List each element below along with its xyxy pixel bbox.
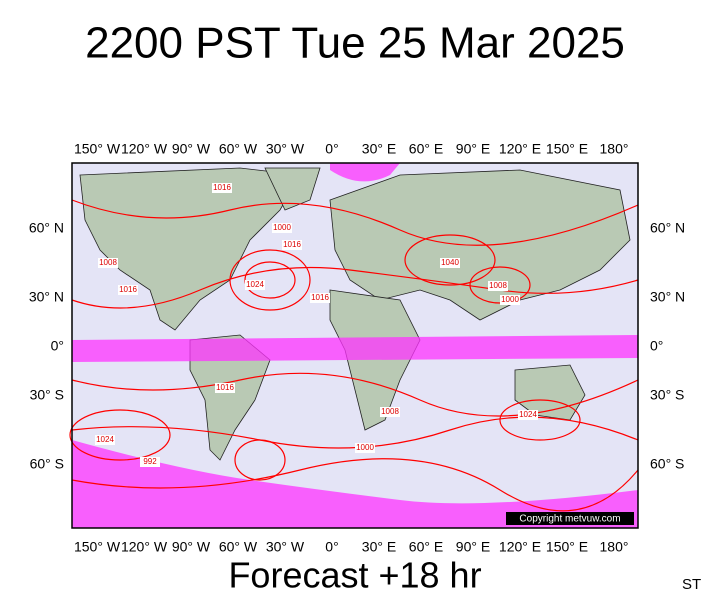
isobar-label-bg (500, 295, 520, 305)
longitude-label: 180° (600, 141, 629, 157)
precipitation (72, 440, 638, 528)
latitude-label: 60° N (650, 220, 685, 236)
isobar-label-bg (245, 280, 265, 290)
longitude-label: 90° E (456, 141, 490, 157)
latitude-label: 30° N (29, 289, 64, 305)
longitude-label: 30° E (362, 141, 396, 157)
isobar-label: 992 (143, 457, 157, 466)
longitude-label: 30° W (266, 539, 305, 555)
isobar-label: 1016 (213, 183, 231, 192)
latitude-label: 0° (650, 338, 663, 354)
isobar-label: 1024 (519, 410, 537, 419)
longitude-label: 60° E (409, 539, 443, 555)
africa (329, 289, 421, 431)
latitude-label: 30° S (650, 387, 684, 403)
isobar-label-bg (215, 383, 235, 393)
longitude-label: 150° E (546, 141, 588, 157)
isobar-label-bg (488, 281, 508, 291)
isobar-label: 1016 (119, 285, 137, 294)
isobar-label: 1000 (273, 223, 291, 232)
longitude-label: 150° E (546, 539, 588, 555)
latitude-label: 60° S (30, 456, 64, 472)
map-frame (71, 162, 639, 529)
longitude-label: 0° (325, 539, 338, 555)
isobar-label: 1024 (246, 280, 264, 289)
copyright: Copyright metvuw.com (519, 514, 620, 525)
isobar-label-bg (272, 223, 292, 233)
isobar-label: 1008 (489, 281, 507, 290)
precipitation (72, 335, 638, 362)
isobar-label-bg (118, 285, 138, 295)
isobar-label-bg (98, 258, 118, 268)
isobar-label-bg (440, 258, 460, 268)
latitude-label: 60° S (650, 456, 684, 472)
longitude-label: 60° W (219, 539, 258, 555)
isobar-label: 1040 (441, 258, 459, 267)
isobar-label-bg (212, 183, 232, 193)
latitude-label: 60° N (29, 220, 64, 236)
latitude-label: 0° (51, 338, 64, 354)
isobar-label: 1016 (216, 383, 234, 392)
longitude-label: 30° W (266, 141, 305, 157)
isobar-labels: 1016 1000 1016 1024 1016 1008 1040 1008 1000 1016… (95, 183, 538, 467)
isobar-label: 1016 (311, 293, 329, 302)
longitude-label: 30° E (362, 539, 396, 555)
isobar-label: 1000 (356, 443, 374, 452)
longitude-label: 120° W (121, 141, 168, 157)
isobar-label: 1008 (381, 407, 399, 416)
isobar-label-bg (95, 435, 115, 445)
longitude-label: 180° (600, 539, 629, 555)
greenland (264, 167, 321, 211)
title: 2200 PST Tue 25 Mar 2025 (85, 19, 625, 68)
isobar-label: 1000 (501, 295, 519, 304)
latitude-label: 30° N (650, 289, 685, 305)
longitude-label: 90° W (172, 141, 211, 157)
longitude-label: 60° E (409, 141, 443, 157)
longitude-label: 120° E (499, 539, 541, 555)
longitude-label: 120° W (121, 539, 168, 555)
longitude-label: 90° E (456, 539, 490, 555)
map: 1016 1000 1016 1024 1016 1008 1040 1008 1000 1016… (69, 162, 639, 529)
latitude-label: 30° S (30, 387, 64, 403)
isobar-label-bg (380, 407, 400, 417)
longitude-label: 150° W (74, 539, 121, 555)
longitude-label: 0° (325, 141, 338, 157)
longitude-label: 60° W (219, 141, 258, 157)
corner-text: ST (682, 576, 701, 593)
isobar-label: 1008 (99, 258, 117, 267)
precipitation (330, 163, 400, 182)
footer: Forecast +18 hr (228, 555, 481, 596)
isobar-label-bg (518, 410, 538, 420)
longitude-label: 120° E (499, 141, 541, 157)
isobar-label-bg (310, 293, 330, 303)
copyright-box (506, 512, 634, 525)
longitude-label: 90° W (172, 539, 211, 555)
longitude-label: 150° W (74, 141, 121, 157)
isobar-label: 1016 (283, 240, 301, 249)
isobar-label-bg (282, 240, 302, 250)
isobar-label-bg (140, 457, 160, 467)
isobar-label: 1024 (96, 435, 114, 444)
isobar-label-bg (355, 443, 375, 453)
